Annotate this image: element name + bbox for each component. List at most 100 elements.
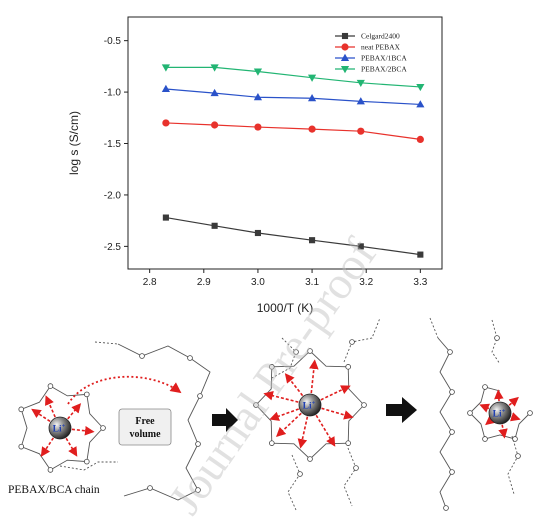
ether-oxygen (345, 440, 351, 446)
ether-oxygen (447, 349, 453, 355)
ether-oxygen (467, 410, 473, 416)
ether-oxygen (482, 436, 488, 442)
data-point-circle (308, 125, 316, 133)
coordination-arrow (479, 403, 490, 413)
migration-arrow (67, 375, 182, 405)
series-pebax-1bca (161, 84, 425, 108)
series-line (165, 122, 421, 140)
ether-oxygen (197, 393, 203, 399)
coordination-arrow (276, 412, 302, 438)
data-point-triangle-up (340, 53, 350, 61)
coordination-arrow (263, 391, 299, 403)
ether-oxygen (84, 458, 90, 465)
li-ion-1: Li+ (48, 416, 72, 440)
legend-label: neat PEBAX (361, 43, 401, 52)
svg-text:Journal Pre-proof: Journal Pre-proof (159, 229, 387, 524)
chain-line (437, 337, 453, 509)
data-point-square (357, 243, 364, 250)
data-point-triangle-up (253, 93, 263, 101)
data-point-triangle-up (416, 100, 425, 108)
coordination-arrow (309, 359, 319, 394)
coordination-arrow (485, 415, 496, 426)
chain-line (94, 341, 119, 345)
x-tick-label: 3.1 (305, 277, 319, 288)
coordination-arrow (65, 437, 78, 457)
li-ion-2: Li+ (298, 393, 322, 417)
ether-oxygen (449, 469, 455, 475)
data-point-circle (341, 43, 349, 51)
chain-line (469, 386, 531, 440)
coordination-arrow (315, 414, 336, 447)
ether-oxygen (307, 456, 313, 462)
ether-oxygen (482, 384, 488, 390)
free-volume-box: Free volume (118, 408, 172, 446)
li-ion (298, 393, 322, 417)
ether-oxygen (84, 391, 90, 398)
ether-oxygen (349, 339, 355, 345)
chain-3-right (343, 317, 381, 363)
ether-oxygen (449, 429, 455, 435)
ether-oxygen (515, 453, 521, 459)
series-line (165, 66, 421, 88)
coordination-arrow (508, 396, 519, 407)
coordination-arrow (31, 408, 51, 423)
ether-oxygen (345, 364, 351, 370)
data-point-triangle-down (161, 64, 170, 72)
chain-4-bottom (507, 435, 521, 495)
data-point-square (162, 214, 169, 221)
conductivity-chart: 2.8 2.9 3.0 3.1 3.2 3.3 -0.5-1.0-1.5-2.0-2.5 … (67, 16, 443, 315)
chain-line (507, 435, 519, 495)
ether-oxygen (195, 441, 201, 447)
chain-caption: PEBAX/BCA chain (8, 484, 100, 496)
x-tick-label: 3.0 (251, 277, 265, 288)
coordination-arrow (320, 385, 351, 401)
data-point-circle (211, 121, 219, 129)
ether-oxygen (307, 348, 313, 354)
data-point-triangle-down (416, 83, 425, 92)
data-point-square (341, 32, 349, 40)
chain-4-top (491, 319, 501, 365)
step-arrow-1 (212, 408, 238, 432)
data-point-circle (357, 127, 365, 135)
li-ion (48, 416, 72, 440)
free-volume-line1: Free (135, 416, 155, 427)
y-tick-label: -2.5 (104, 242, 122, 253)
legend: Celgard2400 neat PEBAX PEBAX/1BCA PEBAX/2BC… (335, 32, 407, 74)
ether-oxygen (449, 389, 455, 395)
data-point-triangle-up (161, 84, 170, 92)
y-tick-label: -0.5 (104, 36, 122, 47)
series-neat-pebax (162, 119, 424, 143)
chain-3-top (271, 337, 299, 379)
free-volume-line2: volume (129, 429, 161, 440)
coordination-arrow (510, 412, 521, 422)
coordination-arrow (321, 407, 354, 420)
coordination-arrow (498, 424, 508, 439)
ether-oxygen (293, 349, 299, 355)
x-axis-ticks: 2.8 2.9 3.0 3.1 3.2 3.3 (143, 269, 428, 288)
ether-oxygen (297, 471, 303, 477)
free-chain (437, 337, 455, 511)
coordination-arrow (67, 403, 82, 420)
data-point-triangle-down (340, 66, 350, 74)
ether-oxygen (527, 410, 533, 416)
data-point-circle (416, 135, 424, 143)
li-ion (488, 401, 512, 425)
x-tick-label: 3.2 (359, 277, 373, 288)
ether-oxygen (100, 425, 106, 431)
folded-chain-tail (94, 341, 119, 345)
watermark: Journal Pre-proof (159, 229, 387, 524)
ether-oxygen (18, 443, 25, 450)
coordination-arrow (40, 437, 55, 457)
data-point-square (417, 251, 424, 258)
data-point-square (254, 229, 261, 237)
legend-label: Celgard2400 (361, 32, 400, 41)
data-point-triangle-up (356, 97, 365, 105)
data-point-triangle-down (307, 74, 317, 82)
chain-3-bottom (287, 454, 303, 511)
ether-oxygen (187, 355, 193, 361)
ether-oxygen (139, 353, 145, 359)
chain-line (343, 317, 381, 363)
li-ion-3: Li+ (488, 401, 512, 425)
chain-line (20, 385, 104, 471)
